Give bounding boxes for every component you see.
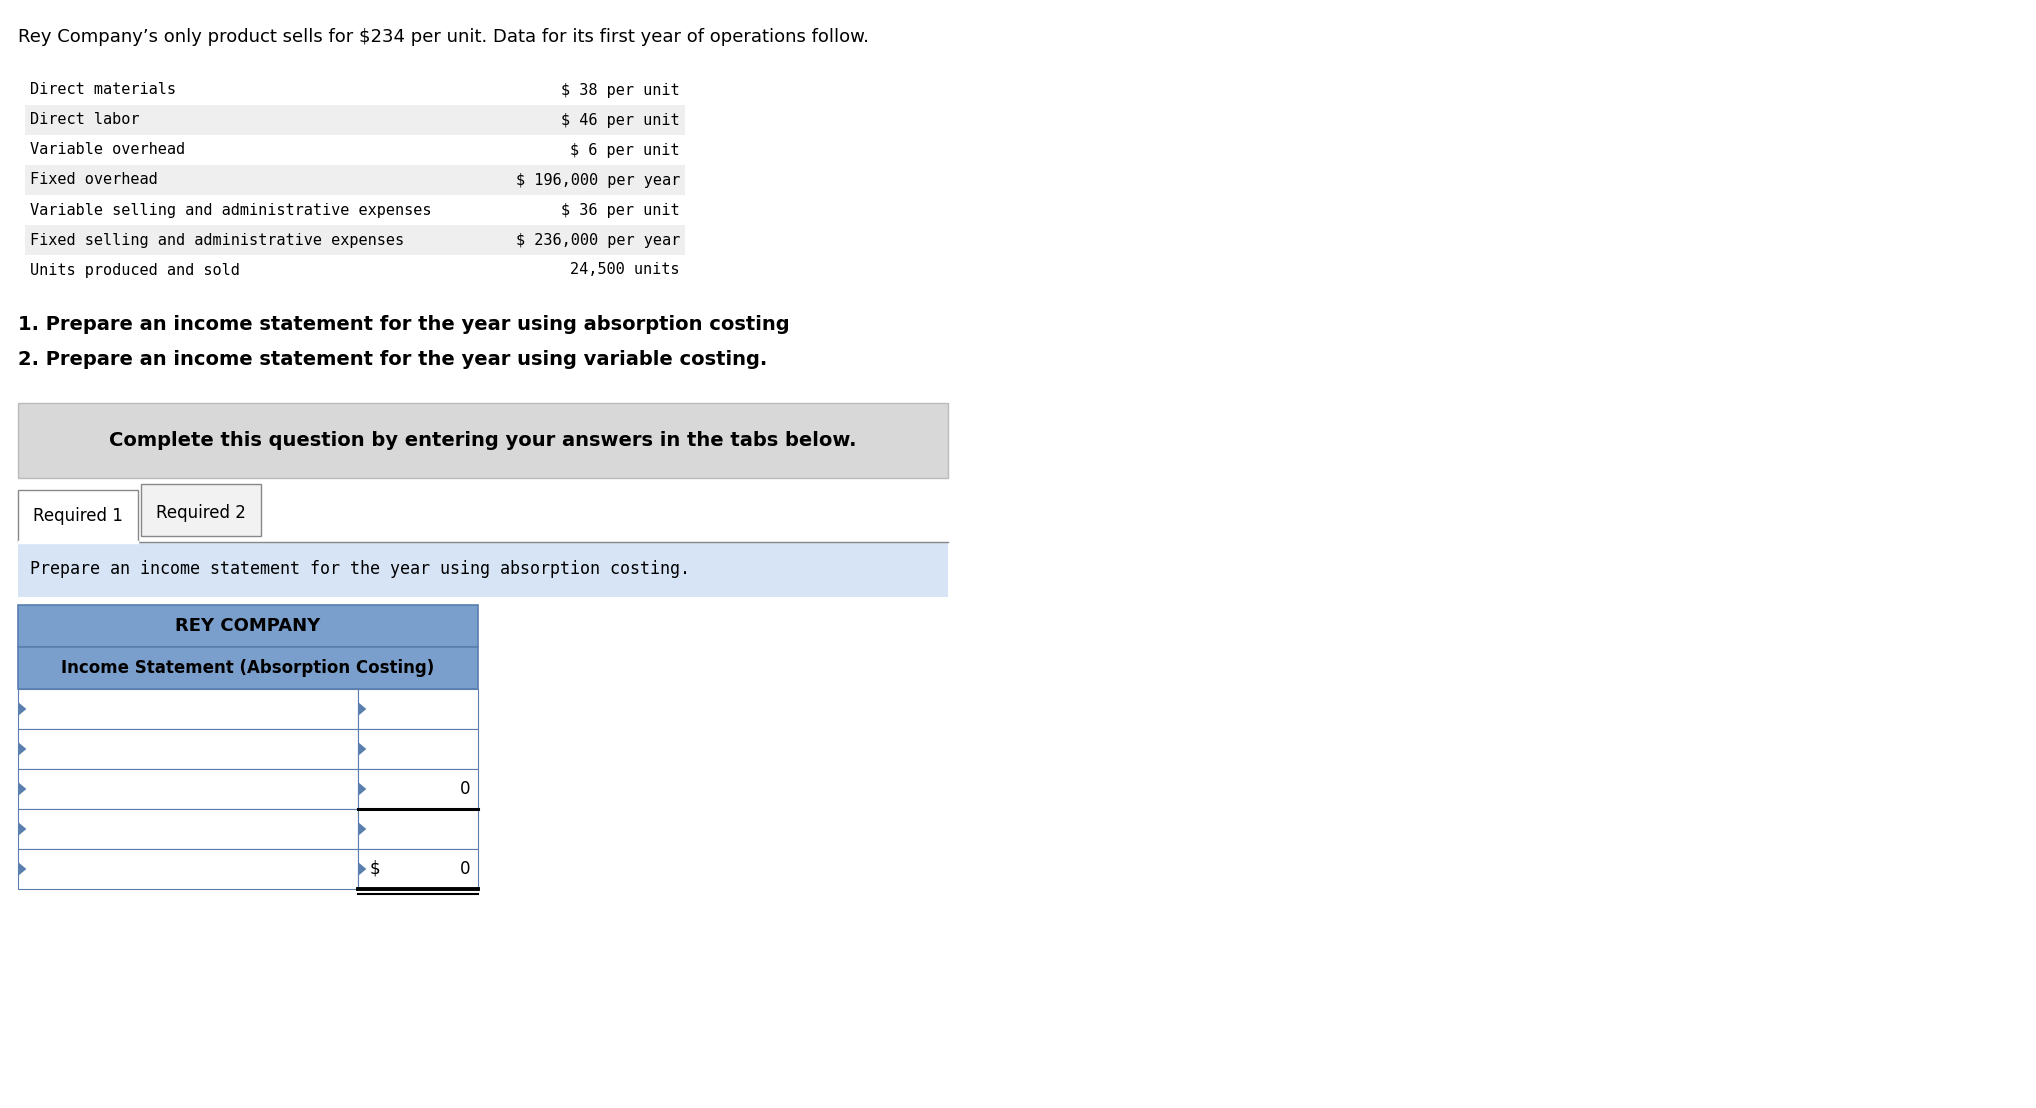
Polygon shape [18,742,26,756]
Bar [358,769,478,809]
Bar [18,605,478,647]
Text: $: $ [371,860,381,878]
Text: 0: 0 [460,860,470,878]
Text: 0: 0 [460,780,470,798]
Text: Income Statement (Absorption Costing): Income Statement (Absorption Costing) [61,659,434,677]
Text: REY COMPANY: REY COMPANY [175,617,320,635]
Text: Variable selling and administrative expenses: Variable selling and administrative expe… [31,203,432,217]
Text: 2. Prepare an income statement for the year using variable costing.: 2. Prepare an income statement for the y… [18,350,768,369]
Text: Direct labor: Direct labor [31,113,140,127]
Polygon shape [18,782,26,796]
Bar [18,647,478,689]
Text: Fixed selling and administrative expenses: Fixed selling and administrative expense… [31,233,403,247]
Bar [18,542,949,597]
Bar [358,809,478,849]
Text: Variable overhead: Variable overhead [31,143,185,157]
Text: Required 1: Required 1 [33,507,122,525]
Polygon shape [358,782,366,796]
Bar [358,729,478,769]
Text: Prepare an income statement for the year using absorption costing.: Prepare an income statement for the year… [31,561,690,578]
Bar [18,403,949,478]
Text: $ 236,000 per year: $ 236,000 per year [515,233,680,247]
Polygon shape [18,702,26,716]
Text: $ 46 per unit: $ 46 per unit [562,113,680,127]
Text: Units produced and sold: Units produced and sold [31,263,240,277]
Polygon shape [358,742,366,756]
Bar [358,849,478,889]
Bar [358,689,478,729]
Bar [140,484,261,536]
Text: $ 38 per unit: $ 38 per unit [562,82,680,98]
Text: Complete this question by entering your answers in the tabs below.: Complete this question by entering your … [110,431,857,450]
Bar [18,809,358,849]
Bar [24,165,684,195]
Bar [18,849,358,889]
Text: 24,500 units: 24,500 units [570,263,680,277]
Polygon shape [18,862,26,876]
Text: Rey Company’s only product sells for $234 per unit. Data for its first year of o: Rey Company’s only product sells for $23… [18,28,869,47]
Bar [18,769,358,809]
Polygon shape [358,702,366,716]
Text: Fixed overhead: Fixed overhead [31,173,157,187]
Bar [24,225,684,255]
Bar [18,689,358,729]
Bar [18,490,138,542]
Polygon shape [358,822,366,837]
Polygon shape [18,822,26,837]
Bar [24,105,684,135]
Text: $ 6 per unit: $ 6 per unit [570,143,680,157]
Polygon shape [358,862,366,876]
Text: $ 36 per unit: $ 36 per unit [562,203,680,217]
Text: Required 2: Required 2 [157,504,246,522]
Text: Direct materials: Direct materials [31,82,175,98]
Bar [18,729,358,769]
Text: $ 196,000 per year: $ 196,000 per year [515,173,680,187]
Text: 1. Prepare an income statement for the year using absorption costing: 1. Prepare an income statement for the y… [18,315,790,334]
